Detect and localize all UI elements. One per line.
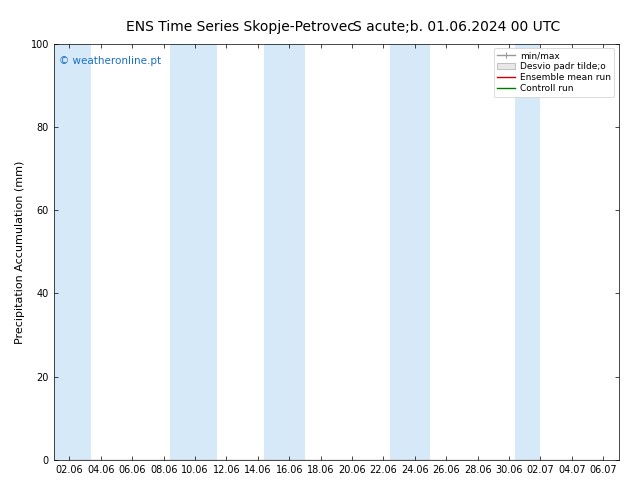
Text: S acute;b. 01.06.2024 00 UTC: S acute;b. 01.06.2024 00 UTC bbox=[353, 20, 560, 34]
Y-axis label: Precipitation Accumulation (mm): Precipitation Accumulation (mm) bbox=[15, 160, 25, 343]
Bar bbox=[170, 44, 217, 460]
Bar bbox=[390, 44, 430, 460]
Legend: min/max, Desvio padr tilde;o, Ensemble mean run, Controll run: min/max, Desvio padr tilde;o, Ensemble m… bbox=[493, 48, 614, 97]
Bar bbox=[54, 44, 91, 460]
Bar bbox=[515, 44, 540, 460]
Text: © weatheronline.pt: © weatheronline.pt bbox=[60, 56, 162, 66]
Bar bbox=[264, 44, 305, 460]
Text: ENS Time Series Skopje-Petrovec: ENS Time Series Skopje-Petrovec bbox=[126, 20, 356, 34]
